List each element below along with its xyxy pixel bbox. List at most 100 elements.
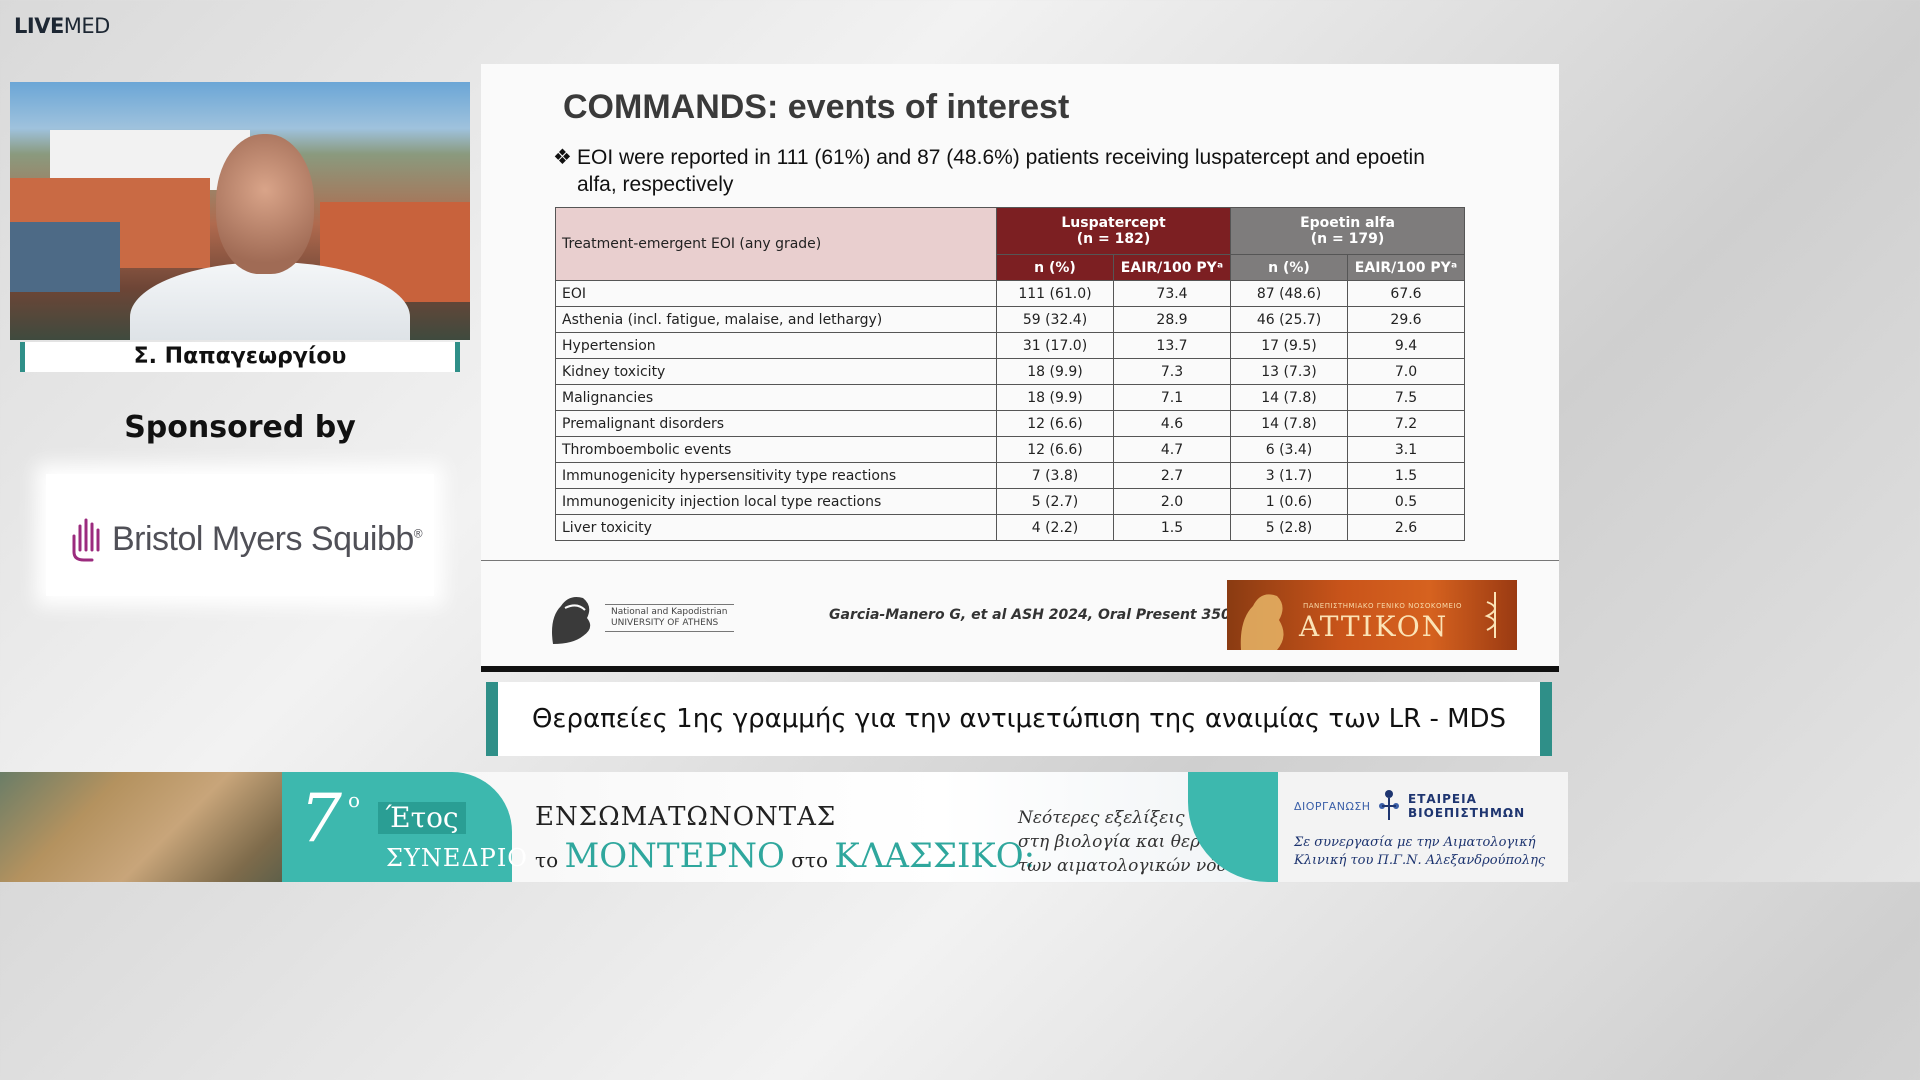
cell: 2.6 bbox=[1347, 514, 1465, 541]
sub-header-eair: EAIR/100 PYᵃ bbox=[1113, 254, 1231, 281]
organizer-label: ΔΙΟΡΓΑΝΩΣΗ bbox=[1294, 800, 1371, 813]
cell: 4.7 bbox=[1113, 436, 1231, 463]
group-epoetin: Epoetin alfa (n = 179) bbox=[1230, 207, 1465, 255]
attikon-name: ATTIKON bbox=[1299, 610, 1449, 643]
livemed-logo: LIVEMED bbox=[14, 14, 110, 38]
cell: 7.5 bbox=[1347, 384, 1465, 411]
row-label: Immunogenicity hypersensitivity type rea… bbox=[555, 462, 997, 489]
sub-header-n: n (%) bbox=[1230, 254, 1348, 281]
speaker-name: Σ. Παπαγεωργίου bbox=[20, 342, 460, 372]
slide-bullet: ❖ EOI were reported in 111 (61%) and 87 … bbox=[553, 144, 1433, 198]
bms-logo-text: Bristol Myers Squibb® bbox=[112, 520, 423, 558]
collaboration-text: Σε συνεργασία με την Αιματολογική Κλινική… bbox=[1294, 835, 1546, 868]
organizer-panel: ΔΙΟΡΓΑΝΩΣΗ ΕΤΑΙΡΕΙΑ ΒΙΟΕΠΙΣΤΗΜΩΝ Σε συνερ… bbox=[1278, 772, 1568, 882]
table-row: Kidney toxicity 18 (9.9) 7.3 13 (7.3) 7.0 bbox=[555, 358, 1465, 385]
attikon-statue-icon bbox=[1240, 594, 1284, 650]
slide-title: COMMANDS: events of interest bbox=[563, 88, 1070, 126]
cell: 14 (7.8) bbox=[1230, 410, 1348, 437]
athena-head-icon bbox=[552, 597, 591, 644]
row-label: Premalignant disorders bbox=[555, 410, 997, 437]
table-row: Immunogenicity hypersensitivity type rea… bbox=[555, 462, 1465, 489]
speaker-video bbox=[10, 82, 470, 340]
group-luspatercept: Luspatercept (n = 182) bbox=[996, 207, 1231, 255]
cell: 3 (1.7) bbox=[1230, 462, 1348, 489]
cell: 3.1 bbox=[1347, 436, 1465, 463]
cell: 46 (25.7) bbox=[1230, 306, 1348, 333]
cell: 5 (2.8) bbox=[1230, 514, 1348, 541]
sub-header-eair: EAIR/100 PYᵃ bbox=[1347, 254, 1465, 281]
cell: 1.5 bbox=[1113, 514, 1231, 541]
attikon-subtitle: ΠΑΝΕΠΙΣΤΗΜΙΑΚΟ ΓΕΝΙΚΟ ΝΟΣΟΚΟΜΕΙΟ bbox=[1303, 602, 1462, 610]
cell: 7 (3.8) bbox=[996, 462, 1114, 489]
table-row: Malignancies 18 (9.9) 7.1 14 (7.8) 7.5 bbox=[555, 384, 1465, 411]
cell: 9.4 bbox=[1347, 332, 1465, 359]
cell: 7.2 bbox=[1347, 410, 1465, 437]
cell: 73.4 bbox=[1113, 280, 1231, 307]
sub-header-n: n (%) bbox=[996, 254, 1114, 281]
cell: 31 (17.0) bbox=[996, 332, 1114, 359]
etos-label: Έτος bbox=[378, 802, 466, 834]
row-label: Kidney toxicity bbox=[555, 358, 997, 385]
bullet-diamond-icon: ❖ bbox=[553, 146, 572, 169]
cell: 18 (9.9) bbox=[996, 384, 1114, 411]
banner-subtitle: Νεότερες εξελίξεις στη βιολογία και θερα… bbox=[1018, 808, 1253, 876]
solar-panels bbox=[10, 222, 120, 292]
table-row: Immunogenicity injection local type reac… bbox=[555, 488, 1465, 515]
banner-line1: ΕΝΣΩΜΑΤΩΝΟΝΤΑΣ bbox=[535, 802, 837, 832]
cell: 29.6 bbox=[1347, 306, 1465, 333]
slide-citation: Garcia-Manero G, et al ASH 2024, Oral Pr… bbox=[829, 607, 1231, 623]
conference-banner: 7 ο Έτος ΣΥΝΕΔΡΙΟ ΕΝΣΩΜΑΤΩΝΟΝΤΑΣ το ΜΟΝΤ… bbox=[0, 772, 1568, 882]
cell: 4.6 bbox=[1113, 410, 1231, 437]
cell: 7.3 bbox=[1113, 358, 1231, 385]
sponsor-logo-box: Bristol Myers Squibb® bbox=[46, 474, 434, 596]
row-label: Thromboembolic events bbox=[555, 436, 997, 463]
row-label: Liver toxicity bbox=[555, 514, 997, 541]
row-label: Asthenia (incl. fatigue, malaise, and le… bbox=[555, 306, 997, 333]
table-row: Premalignant disorders 12 (6.6) 4.6 14 (7.8… bbox=[555, 410, 1465, 437]
cell: 2.0 bbox=[1113, 488, 1231, 515]
synedrio-label: ΣΥΝΕΔΡΙΟ bbox=[386, 844, 528, 872]
slide-footer-divider bbox=[481, 560, 1559, 561]
cell: 1 (0.6) bbox=[1230, 488, 1348, 515]
cell: 4 (2.2) bbox=[996, 514, 1114, 541]
conference-number: 7 bbox=[300, 780, 342, 857]
banner-line2: το ΜΟΝΤΕΡΝΟ στο ΚΛΑΣΣΙΚΟ: bbox=[535, 836, 1036, 876]
row-label: EOI bbox=[555, 280, 997, 307]
presentation-slide: COMMANDS: events of interest ❖ EOI were … bbox=[481, 64, 1559, 672]
painting-background bbox=[0, 772, 310, 882]
row-label: Hypertension bbox=[555, 332, 997, 359]
cell: 5 (2.7) bbox=[996, 488, 1114, 515]
eoi-table: Treatment-emergent EOI (any grade) Luspa… bbox=[555, 207, 1465, 541]
cell: 17 (9.5) bbox=[1230, 332, 1348, 359]
table-row: Thromboembolic events 12 (6.6) 4.7 6 (3.4) 3… bbox=[555, 436, 1465, 463]
cell: 28.9 bbox=[1113, 306, 1231, 333]
row-label: Malignancies bbox=[555, 384, 997, 411]
cell: 13.7 bbox=[1113, 332, 1231, 359]
cell: 12 (6.6) bbox=[996, 436, 1114, 463]
cell: 67.6 bbox=[1347, 280, 1465, 307]
table-row: Hypertension 31 (17.0) 13.7 17 (9.5) 9.4 bbox=[555, 332, 1465, 359]
cell: 14 (7.8) bbox=[1230, 384, 1348, 411]
cell: 6 (3.4) bbox=[1230, 436, 1348, 463]
cell: 59 (32.4) bbox=[996, 306, 1114, 333]
conference-number-suffix: ο bbox=[348, 788, 361, 812]
table-row: Liver toxicity 4 (2.2) 1.5 5 (2.8) 2.6 bbox=[555, 514, 1465, 541]
table-row-header: Treatment-emergent EOI (any grade) bbox=[555, 207, 997, 281]
table-row: EOI 111 (61.0) 73.4 87 (48.6) 67.6 bbox=[555, 280, 1465, 307]
cell: 7.1 bbox=[1113, 384, 1231, 411]
caduceus-icon bbox=[1484, 592, 1496, 638]
bioscience-society-icon bbox=[1379, 790, 1399, 820]
speaker-head bbox=[216, 134, 314, 274]
session-caption: Θεραπείες 1ης γραμμής για την αντιμετώπι… bbox=[486, 682, 1552, 756]
bullet-text: EOI were reported in 111 (61%) and 87 (4… bbox=[577, 146, 1425, 196]
row-label: Immunogenicity injection local type reac… bbox=[555, 488, 997, 515]
cell: 18 (9.9) bbox=[996, 358, 1114, 385]
cell: 12 (6.6) bbox=[996, 410, 1114, 437]
cell: 87 (48.6) bbox=[1230, 280, 1348, 307]
attikon-hospital-logo: ΠΑΝΕΠΙΣΤΗΜΙΑΚΟ ΓΕΝΙΚΟ ΝΟΣΟΚΟΜΕΙΟ ATTIKON bbox=[1227, 580, 1517, 650]
cell: 2.7 bbox=[1113, 462, 1231, 489]
table-row: Asthenia (incl. fatigue, malaise, and le… bbox=[555, 306, 1465, 333]
sponsored-by-heading: Sponsored by bbox=[124, 410, 356, 445]
university-of-athens-label: National and Kapodistrian UNIVERSITY OF A… bbox=[605, 604, 734, 632]
cell: 0.5 bbox=[1347, 488, 1465, 515]
